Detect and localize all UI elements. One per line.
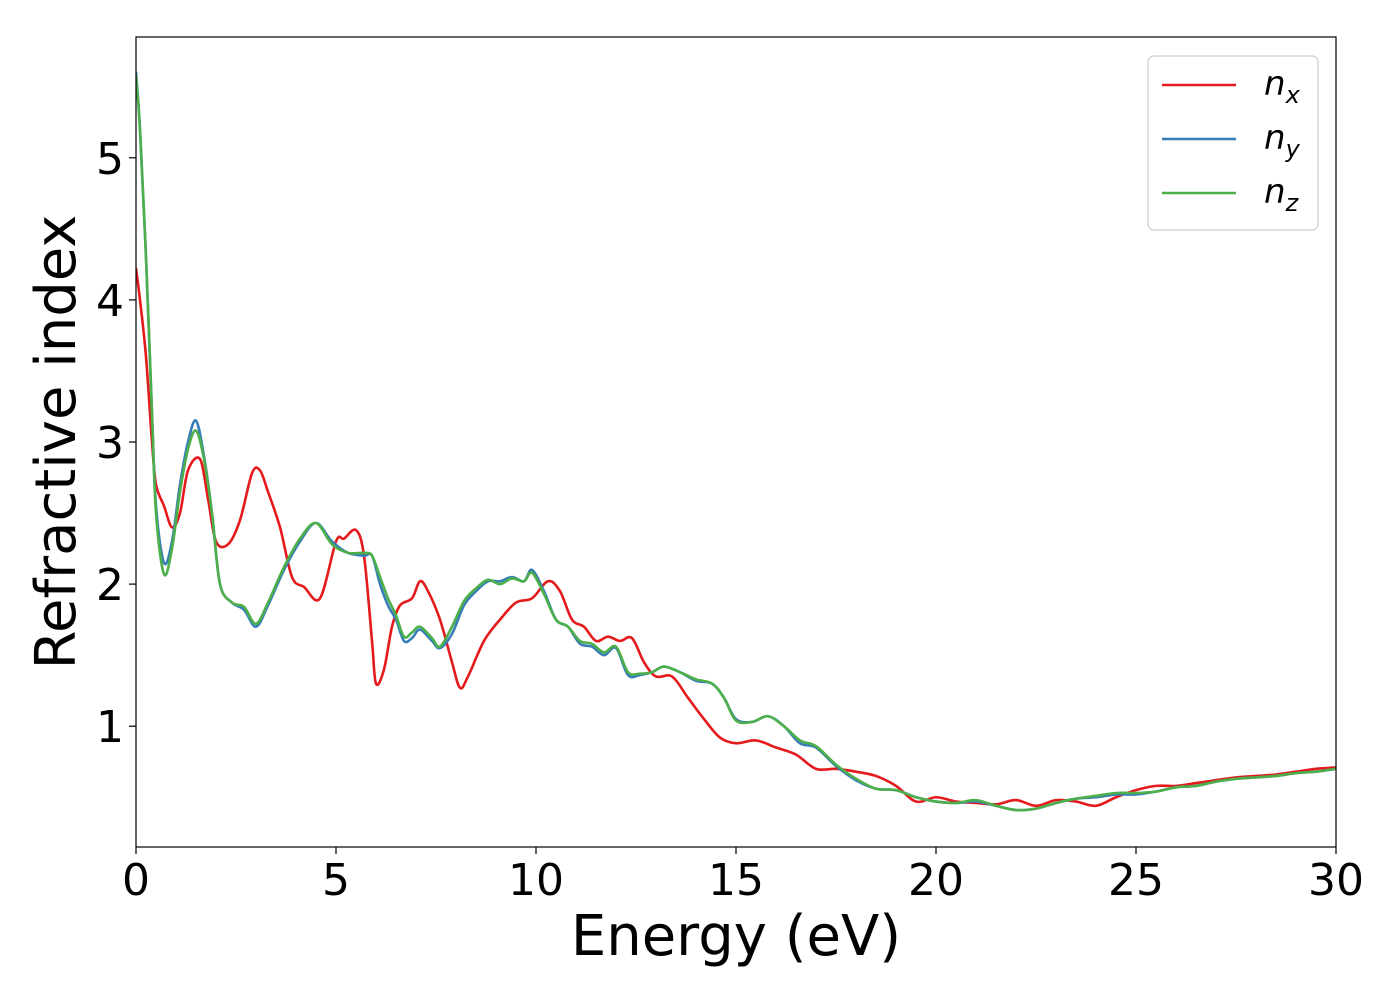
series-line-n-z [136,74,1336,812]
y-tick-label: 4 [96,276,124,327]
y-tick-label: 3 [96,418,124,469]
series-layer [136,71,1336,812]
series-line-n-x [136,267,1336,808]
legend-label-n-x: nx [1264,64,1301,109]
x-tick-label: 20 [908,855,964,906]
y-axis-ticks: 1 2 3 4 5 [96,134,136,753]
x-tick-label: 15 [708,855,764,906]
y-tick-label: 1 [96,702,124,753]
legend-label-n-y: ny [1264,118,1301,163]
x-tick-label: 10 [508,855,564,906]
x-axis-ticks: 0 5 10 15 20 25 30 [122,847,1364,906]
x-tick-label: 30 [1308,855,1364,906]
x-tick-label: 5 [322,855,350,906]
x-tick-label: 0 [122,855,150,906]
y-tick-label: 5 [96,134,124,185]
x-axis-label: Energy (eV) [571,904,901,969]
x-tick-label: 25 [1108,855,1164,906]
legend-box [1147,55,1319,231]
y-tick-label: 2 [96,560,124,611]
y-axis-label: Refractive index [24,215,89,670]
